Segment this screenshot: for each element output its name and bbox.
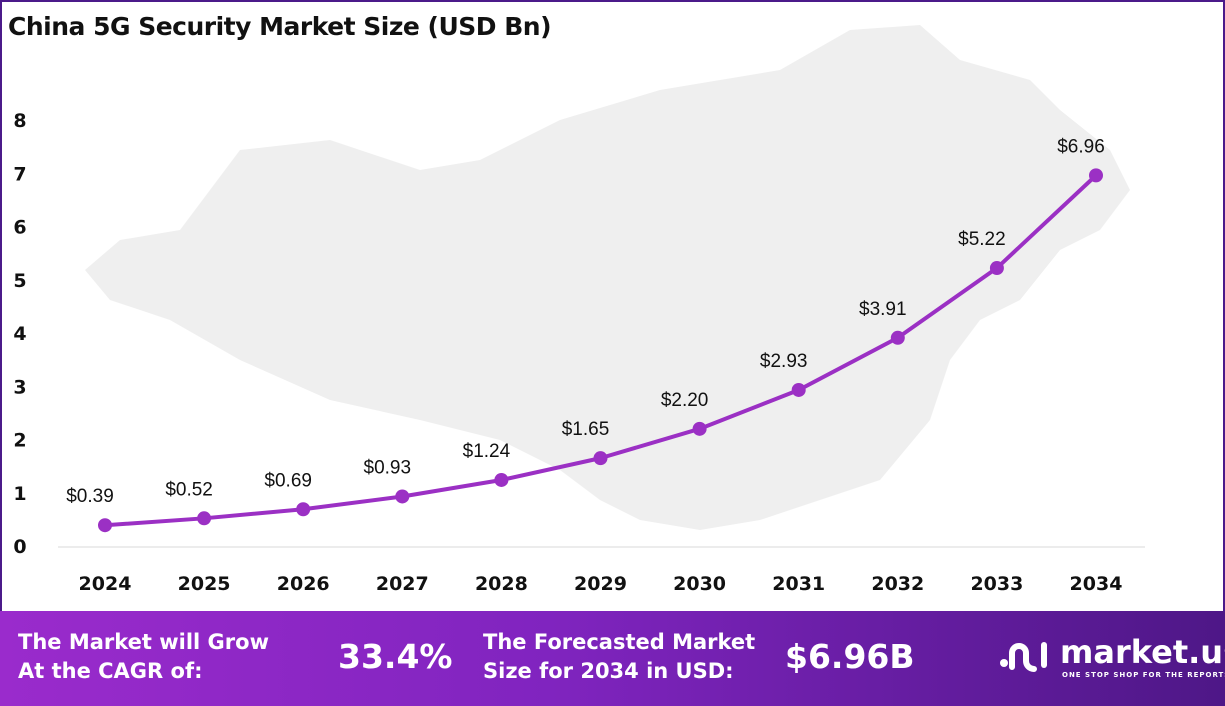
- y-tick-label: 8: [13, 110, 26, 132]
- data-point: [197, 511, 212, 526]
- data-label: $1.24: [463, 441, 511, 462]
- data-point: [593, 451, 608, 466]
- data-point: [890, 330, 905, 345]
- x-tick-label: 2030: [673, 573, 726, 595]
- forecast-label: The Forecasted Market Size for 2034 in U…: [483, 628, 755, 686]
- y-tick-label: 4: [13, 323, 26, 345]
- data-label: $0.39: [66, 486, 114, 507]
- forecast-label-line2: Size for 2034 in USD:: [483, 659, 734, 683]
- x-tick-label: 2024: [79, 573, 132, 595]
- y-tick-label: 3: [13, 376, 26, 398]
- data-point: [791, 382, 806, 397]
- cagr-value: 33.4%: [338, 637, 453, 676]
- data-point: [296, 502, 311, 517]
- y-tick-label: 1: [13, 483, 26, 505]
- data-label: $1.65: [562, 419, 610, 440]
- data-label: $2.93: [760, 351, 808, 372]
- data-point: [989, 261, 1004, 276]
- x-tick-label: 2027: [376, 573, 429, 595]
- x-tick-label: 2028: [475, 573, 528, 595]
- data-point: [692, 421, 707, 436]
- data-label: $6.96: [1057, 136, 1105, 157]
- data-label: $3.91: [859, 299, 907, 320]
- x-tick-label: 2031: [772, 573, 825, 595]
- x-tick-label: 2025: [178, 573, 231, 595]
- data-label: $0.93: [364, 457, 412, 478]
- china-map-background: [85, 25, 1130, 530]
- cagr-label-line2: At the CAGR of:: [18, 659, 203, 683]
- y-tick-label: 0: [13, 536, 26, 558]
- y-tick-label: 5: [13, 270, 26, 292]
- cagr-label-line1: The Market will Grow: [18, 630, 269, 654]
- x-tick-label: 2034: [1070, 573, 1123, 595]
- logo-tagline: ONE STOP SHOP FOR THE REPORTS: [1062, 671, 1225, 679]
- data-label: $0.69: [264, 470, 312, 491]
- x-tick-label: 2033: [970, 573, 1023, 595]
- y-tick-label: 7: [13, 163, 26, 185]
- x-tick-label: 2026: [277, 573, 330, 595]
- cagr-label: The Market will Grow At the CAGR of:: [18, 628, 269, 686]
- x-tick-label: 2032: [871, 573, 924, 595]
- y-tick-label: 6: [13, 217, 26, 239]
- x-tick-label: 2029: [574, 573, 627, 595]
- data-point: [395, 489, 410, 504]
- line-chart: 0 1 2 3 4 5 6 7 8 2024 2025 2026 2027 2028 2029 2030 203…: [13, 25, 1145, 595]
- forecast-value: $6.96B: [785, 637, 915, 676]
- data-label: $0.52: [165, 479, 213, 500]
- data-point: [1089, 168, 1103, 183]
- chart-title: China 5G Security Market Size (USD Bn): [8, 12, 552, 41]
- data-label: $5.22: [958, 229, 1006, 250]
- data-label: $2.20: [661, 390, 709, 411]
- logo-mark-icon: [1000, 642, 1047, 672]
- y-tick-label: 2: [13, 430, 26, 452]
- forecast-label-line1: The Forecasted Market: [483, 630, 756, 654]
- data-point: [494, 472, 509, 487]
- data-point: [98, 518, 112, 533]
- footer-banner: The Market will Grow At the CAGR of: 33.…: [0, 611, 1225, 706]
- logo-name: market.us: [1060, 633, 1225, 671]
